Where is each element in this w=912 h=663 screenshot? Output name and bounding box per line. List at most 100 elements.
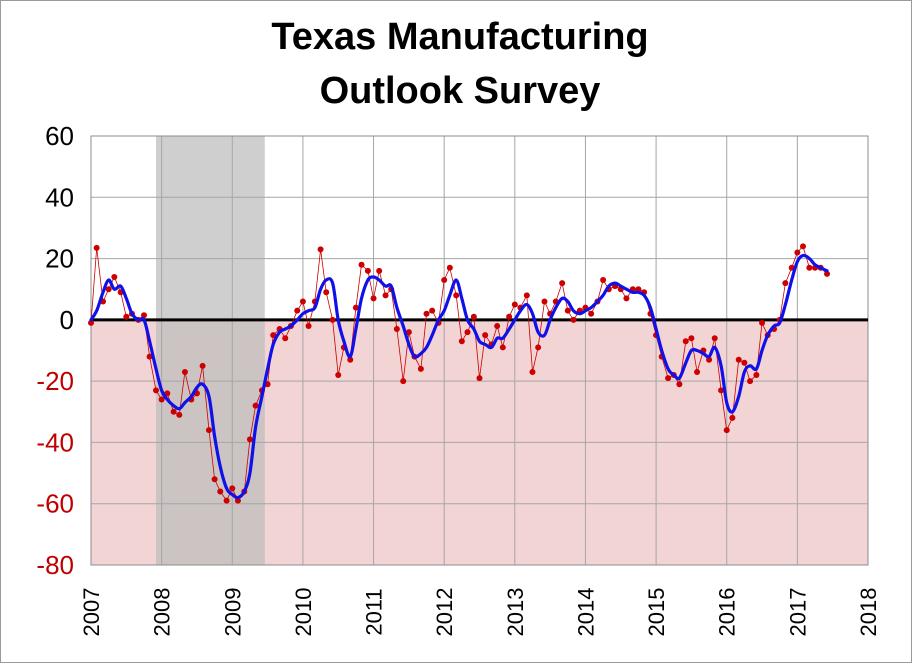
series-red-point [105, 286, 112, 293]
series-red-point [800, 243, 807, 250]
series-red-point [735, 356, 742, 363]
series-red-point [158, 396, 165, 403]
series-red-point [335, 372, 342, 379]
series-red-point [729, 414, 736, 421]
y-tick-label: -60 [36, 489, 74, 519]
x-tick-label: 2007 [79, 588, 104, 637]
series-red-point [688, 335, 695, 342]
series-red-point [464, 329, 471, 336]
series-red-point [299, 298, 306, 305]
x-tick-label: 2014 [573, 588, 598, 637]
series-red-point [317, 246, 324, 253]
series-red-point [529, 368, 536, 375]
series-red-point [140, 312, 147, 319]
series-red-point [294, 307, 301, 314]
series-red-point [535, 344, 542, 351]
series-red-point [429, 307, 436, 314]
series-red-point [747, 378, 754, 385]
series-red-point [541, 298, 548, 305]
series-red-point [600, 277, 607, 284]
y-tick-label: 0 [60, 305, 74, 335]
series-red-point [682, 338, 689, 345]
series-red-point [718, 387, 725, 394]
series-red-point [494, 322, 501, 329]
series-red-point [229, 485, 236, 492]
series-red-point [358, 261, 365, 268]
series-red-point [753, 372, 760, 379]
y-tick-label: -20 [36, 366, 74, 396]
series-red-point [376, 267, 383, 274]
series-red-point [282, 335, 289, 342]
chart-title: Texas Manufacturing Outlook Survey [0, 10, 912, 118]
series-red-point [511, 301, 518, 308]
series-red-point [482, 332, 489, 339]
series-red-point [364, 267, 371, 274]
series-red-point [794, 249, 801, 256]
series-red-point [152, 387, 159, 394]
series-red-point [446, 264, 453, 271]
x-tick-label: 2016 [715, 588, 740, 637]
series-red-point [759, 319, 766, 326]
series-red-point [123, 313, 130, 320]
x-tick-label: 2017 [785, 588, 810, 637]
series-red-point [234, 497, 241, 504]
series-red-point [694, 368, 701, 375]
series-red-point [93, 244, 100, 251]
series-red-point [164, 390, 171, 397]
y-tick-label: -40 [36, 427, 74, 457]
series-red-point [252, 402, 259, 409]
series-red-point [111, 273, 118, 280]
series-red-point [470, 313, 477, 320]
series-red-point [352, 304, 359, 311]
series-red-point [723, 427, 730, 434]
x-tick-label: 2011 [362, 588, 387, 635]
x-tick-label: 2012 [432, 588, 457, 637]
series-red-point [453, 292, 460, 299]
series-red-point [205, 427, 212, 434]
series-red-point [665, 375, 672, 382]
series-red-point [476, 375, 483, 382]
series-red-point [741, 359, 748, 366]
x-tick-label: 2013 [503, 588, 528, 637]
series-red-point [223, 497, 230, 504]
chart-title-line-1: Texas Manufacturing [271, 16, 649, 58]
series-red-point [323, 289, 330, 296]
series-red-point [506, 313, 513, 320]
series-red-point [329, 316, 336, 323]
series-red-point [441, 277, 448, 284]
y-tick-label: 20 [45, 244, 74, 274]
series-red-point [370, 295, 377, 302]
recession-band [155, 136, 265, 565]
series-red-point [382, 292, 389, 299]
series-red-point [405, 329, 412, 336]
series-red-point [806, 264, 813, 271]
series-red-point [88, 319, 94, 326]
series-red-point [176, 411, 183, 418]
x-tick-label: 2010 [291, 588, 316, 637]
series-red-point [458, 338, 465, 345]
series-red-point [305, 322, 312, 329]
series-red-point [676, 381, 683, 388]
series-red-point [588, 310, 595, 317]
series-red-point [623, 295, 630, 302]
y-tick-label: 60 [45, 121, 74, 151]
series-red-point [523, 292, 530, 299]
chart-title-line-2: Outlook Survey [319, 70, 601, 112]
series-red-point [199, 362, 206, 369]
series-red-point [559, 280, 566, 287]
series-red-point [170, 408, 177, 415]
series-red-point [146, 353, 153, 360]
series-red-point [417, 365, 424, 372]
series-red-point [400, 378, 407, 385]
y-tick-label: 40 [45, 182, 74, 212]
series-red-point [711, 335, 718, 342]
series-red-point [423, 310, 430, 317]
series-red-point [217, 488, 224, 495]
series-red-point [393, 326, 400, 333]
series-red-point [564, 307, 571, 314]
series-red-point [246, 436, 253, 443]
series-red-point [181, 368, 188, 375]
plot-border [90, 135, 869, 566]
series-red-point [824, 270, 831, 277]
